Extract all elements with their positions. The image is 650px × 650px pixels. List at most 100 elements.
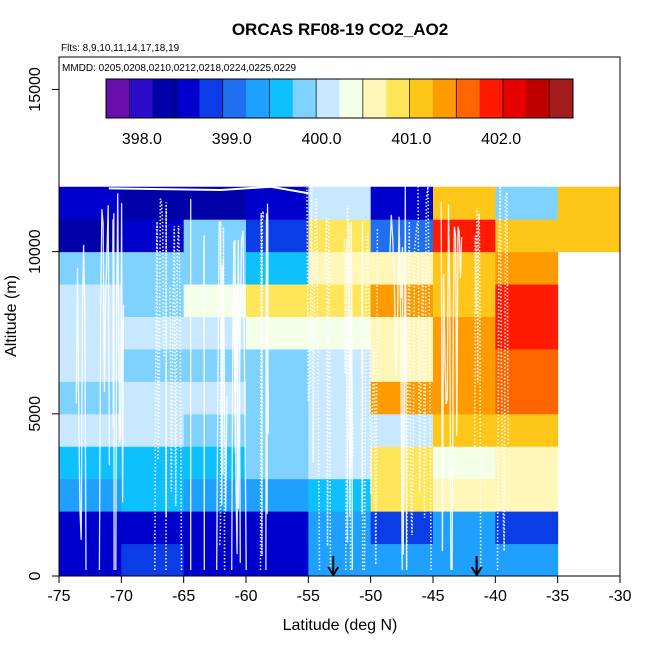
colorbar-swatch xyxy=(176,79,200,118)
colorbar-swatch xyxy=(339,79,364,118)
heatmap-cell xyxy=(183,251,247,285)
heatmap-cell xyxy=(121,186,185,220)
heatmap-cell xyxy=(433,219,496,253)
y-tick-label: 10000 xyxy=(27,229,44,274)
flight-track-line xyxy=(363,227,379,571)
flight-track-line xyxy=(216,220,228,571)
heatmap-cell xyxy=(433,316,496,350)
heatmap-cell xyxy=(246,251,309,285)
flight-track-line xyxy=(343,231,352,571)
x-tick-label: -65 xyxy=(172,588,195,605)
heatmap-cell xyxy=(59,186,122,220)
colorbar-tick-label: 399.0 xyxy=(212,131,252,148)
heatmap-cell xyxy=(246,446,309,480)
heatmap-cell xyxy=(121,413,185,447)
heatmap-cell xyxy=(433,186,496,220)
heatmap-cell xyxy=(495,446,559,480)
heatmap-cell xyxy=(308,251,372,285)
heatmap-cell xyxy=(433,284,496,317)
heatmap-cell xyxy=(308,543,372,577)
heatmap-cell xyxy=(433,543,496,577)
heatmap-cell xyxy=(370,186,434,220)
x-tick-label: -60 xyxy=(234,588,257,605)
flight-track-line xyxy=(203,235,205,571)
heatmap-cell xyxy=(495,381,559,415)
flight-track-line xyxy=(154,198,165,571)
plot-frame xyxy=(58,56,621,577)
x-axis: -75 -70 -65 -60 -55 -50 -45 -40 -35 -30 xyxy=(47,576,632,605)
flight-track-line xyxy=(400,185,408,571)
flight-track-line xyxy=(451,226,463,571)
x-tick-label: -40 xyxy=(484,588,507,605)
flight-track-line xyxy=(219,227,226,571)
heatmap-cell xyxy=(121,348,185,382)
heatmap-cell xyxy=(121,511,185,545)
heatmap-cell xyxy=(433,251,496,285)
flight-track-line xyxy=(259,211,265,571)
heatmap-cell xyxy=(308,511,372,545)
heatmap-cell xyxy=(308,219,372,253)
marker-arrowhead xyxy=(470,566,483,577)
heatmap-cell xyxy=(121,543,185,577)
flight-track-line xyxy=(361,221,364,571)
heatmap-cell xyxy=(433,478,496,512)
colorbar-swatch xyxy=(106,79,130,118)
colorbar-swatch xyxy=(526,79,551,118)
flight-track-line xyxy=(344,205,354,571)
x-tick-label: -70 xyxy=(110,588,133,605)
y-axis: 0 5000 10000 15000 xyxy=(27,67,59,580)
colorbar-swatch xyxy=(199,79,224,118)
heatmap-cell xyxy=(495,348,559,382)
colorbar-swatch xyxy=(152,79,177,118)
x-axis-label: Latitude (deg N) xyxy=(283,617,398,634)
heatmap-cell xyxy=(246,284,309,317)
flight-track-line xyxy=(389,214,403,571)
heatmap-cell xyxy=(121,478,185,512)
flight-track-line xyxy=(496,184,510,571)
marker-arrowhead xyxy=(327,566,340,577)
heatmap-cell xyxy=(121,316,185,350)
flight-track-line xyxy=(417,180,432,571)
flight-track-line xyxy=(473,208,482,571)
colorbar-tick-label: 400.0 xyxy=(302,131,342,148)
heatmap-cell xyxy=(495,413,559,447)
colorbar-swatch xyxy=(292,79,317,118)
heatmap-cell xyxy=(59,478,122,512)
heatmap-cell xyxy=(495,251,559,285)
heatmap-cell xyxy=(121,446,185,480)
heatmap-cell xyxy=(183,543,247,577)
colorbar-swatch xyxy=(432,79,457,118)
colorbar-swatch xyxy=(246,79,270,118)
flight-track-line xyxy=(169,225,183,571)
flight-track-line xyxy=(98,205,111,571)
heatmap-cell xyxy=(246,316,309,350)
colorbar-swatch xyxy=(479,79,504,118)
heatmap-cell xyxy=(246,348,309,382)
heatmap-cell xyxy=(370,219,434,253)
heatmap-cell xyxy=(59,219,122,253)
heatmap-cell xyxy=(59,543,122,577)
colorbar: 398.0 399.0 400.0 401.0 402.0 xyxy=(105,78,574,148)
heatmap-cell xyxy=(557,186,621,220)
heatmap-cell xyxy=(183,186,247,220)
y-tick-label: 5000 xyxy=(27,396,44,432)
latitude-markers xyxy=(327,556,483,577)
heatmap-cell xyxy=(495,543,559,577)
heatmap-cell xyxy=(370,348,434,382)
heatmap-cell xyxy=(246,219,309,253)
heatmap-cell xyxy=(308,186,372,220)
flight-track-line xyxy=(440,201,452,571)
colorbar-swatch xyxy=(316,79,340,118)
x-tick-label: -50 xyxy=(359,588,382,605)
colorbar-swatch xyxy=(222,79,247,118)
heatmap-cell xyxy=(370,413,434,447)
heatmap-cell xyxy=(59,348,122,382)
colorbar-swatch xyxy=(549,79,574,118)
flight-track-line xyxy=(306,179,321,571)
heatmap-cell xyxy=(59,381,122,415)
flights-note: Flts: 8,9,10,11,14,17,18,19 xyxy=(61,43,180,54)
flight-track-line xyxy=(112,213,115,571)
heatmap-cell xyxy=(246,413,309,447)
colorbar-swatch xyxy=(386,79,410,118)
